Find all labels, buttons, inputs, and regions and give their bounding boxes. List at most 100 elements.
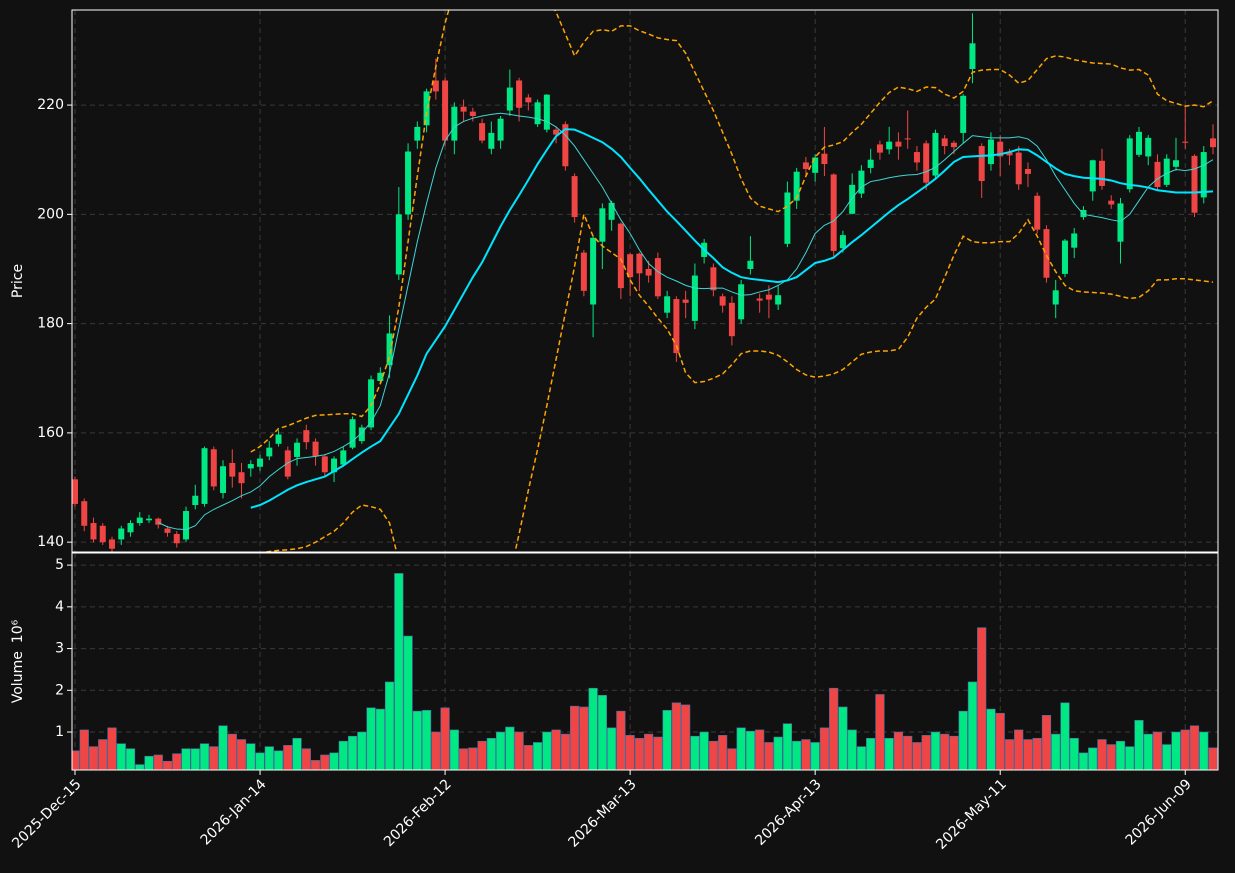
candle-body	[358, 427, 365, 442]
volume-bar	[338, 740, 348, 770]
volume-bar	[283, 745, 293, 770]
candle-body	[118, 528, 125, 540]
volume-bar	[227, 733, 237, 770]
candle-body	[423, 91, 430, 126]
candle-body	[950, 142, 957, 148]
volume-bar	[144, 755, 154, 770]
y-tick-label: 220	[37, 97, 64, 113]
volume-bar	[412, 710, 422, 770]
candle-body	[479, 123, 486, 141]
volume-bar	[181, 748, 191, 770]
volume-bar	[560, 733, 570, 770]
candle-body	[941, 138, 948, 147]
volume-bar	[1199, 731, 1209, 770]
line-series	[250, 10, 1214, 453]
volume-bar	[912, 742, 922, 770]
candle-body	[617, 223, 624, 289]
volume-bar	[699, 731, 709, 770]
y-tick-label: 180	[37, 316, 64, 332]
volume-bar	[1162, 744, 1172, 770]
candle-body	[1089, 160, 1096, 192]
volume-bar	[819, 727, 830, 770]
volume-bar	[986, 708, 996, 770]
y-tick-label: 3	[55, 641, 64, 657]
volume-bar	[792, 740, 802, 770]
volume-bar	[421, 710, 432, 770]
candle-body	[923, 143, 930, 183]
x-tick-label: 2026-Feb-12	[381, 776, 455, 850]
volume-bar	[671, 702, 681, 770]
volume-bar	[477, 740, 487, 770]
candle-body	[257, 458, 264, 467]
candle-body	[756, 298, 763, 301]
candle-body	[738, 284, 745, 320]
volume-bar	[116, 743, 126, 770]
candle-body	[719, 296, 726, 306]
volume-bar	[246, 743, 256, 770]
volume-bar	[1078, 752, 1089, 770]
candle-body	[571, 176, 578, 218]
candle-body	[821, 153, 828, 165]
candle-body	[405, 151, 412, 215]
volume-bar	[394, 573, 404, 770]
candle-body	[728, 302, 735, 337]
candle-body	[969, 43, 976, 70]
volume-bar	[514, 731, 524, 770]
candle-body	[99, 525, 106, 543]
volume-bar	[486, 737, 496, 770]
y-axis-title: Price	[10, 264, 26, 298]
volume-bar	[1069, 737, 1079, 770]
candle-body	[516, 80, 523, 108]
volume-bar	[1143, 733, 1153, 770]
y-tick-label: 200	[37, 206, 64, 222]
y-tick-label: 2	[55, 682, 64, 698]
volume-bar	[357, 731, 367, 770]
candle-body	[183, 511, 190, 540]
y-axis-title: Volume	[10, 651, 26, 703]
candle-body	[932, 132, 939, 176]
volume-bar	[884, 737, 894, 770]
volume-bar	[625, 735, 635, 770]
volume-bar	[588, 687, 598, 770]
volume-bar	[653, 736, 663, 770]
candle-body	[386, 333, 393, 366]
volume-bar	[209, 746, 219, 770]
candle-body	[469, 111, 476, 116]
candle-body	[599, 208, 606, 242]
candle-body	[303, 430, 310, 443]
volume-bar	[1041, 715, 1052, 770]
candle-body	[1098, 160, 1105, 186]
y-tick-label: 140	[37, 534, 64, 550]
volume-bar	[607, 727, 617, 770]
volume-bar	[921, 735, 931, 770]
candle-body	[275, 434, 282, 444]
candle-body	[839, 235, 846, 249]
volume-bar	[347, 735, 358, 770]
volume-bar	[79, 729, 89, 770]
volume-bar	[1208, 747, 1218, 770]
candle-body	[812, 157, 819, 173]
candle-body	[645, 268, 652, 276]
volume-bar	[727, 748, 737, 770]
candle-body	[867, 159, 874, 168]
y-tick-label: 1	[55, 724, 64, 740]
candle-body	[460, 106, 467, 112]
volume-bar	[662, 710, 672, 770]
volume-bar	[1088, 747, 1098, 770]
candle-body	[636, 253, 643, 274]
candle-body	[543, 94, 550, 130]
candle-body	[238, 472, 245, 484]
volume-bar	[255, 752, 265, 770]
volume-bar	[199, 743, 210, 770]
candle-body	[1108, 200, 1115, 205]
volume-bar	[893, 731, 904, 770]
candle-body	[109, 539, 116, 549]
volume-bar	[570, 705, 580, 770]
volume-bar	[708, 740, 718, 770]
candle-body	[210, 449, 217, 487]
candle-body	[294, 442, 301, 457]
volume-bar	[616, 710, 626, 770]
volume-bar	[782, 723, 793, 770]
candle-body	[1210, 138, 1216, 148]
candle-body	[1006, 152, 1013, 156]
